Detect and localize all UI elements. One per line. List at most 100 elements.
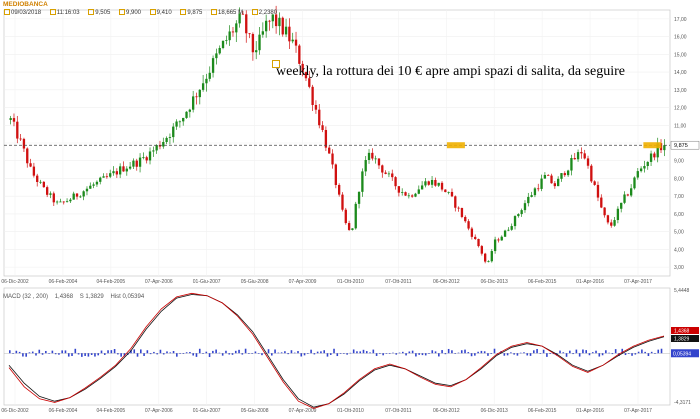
macd-value: 1,4368 [54,294,74,300]
macd-x-tick-label: 01-Apr-2016 [576,408,604,414]
low-value: 9,410 [156,9,172,16]
macd-histogram-bar [130,350,132,354]
macd-histogram-bar [356,351,358,354]
candle-body [527,196,530,204]
macd-histogram-bar [176,353,178,357]
macd-histogram-bar [280,352,283,354]
macd-histogram-bar [238,349,240,354]
candle-body [165,137,168,142]
macd-histogram-bar [31,351,34,354]
candle-body [26,148,29,164]
candle-body [228,31,231,41]
macd-histogram-bar [565,353,568,357]
candle-body [407,195,411,197]
macd-histogram-bar [369,352,371,354]
macd-panel-frame [3,287,671,406]
macd-histogram-bar [644,351,646,354]
macd-histogram-bar [267,349,270,354]
change-value: 2,2380 [258,9,278,16]
macd-histogram-bar [431,350,434,354]
macd-histogram-bar [536,348,538,354]
macd-histogram-bar [48,353,50,354]
macd-histogram-bar [140,349,142,354]
macd-histogram-bar [329,353,332,355]
candle-body [656,143,659,158]
candle-body [304,72,308,79]
candle-body [52,193,55,203]
candle-body [580,152,583,154]
candle-body [503,230,507,237]
candle-body [59,201,62,203]
date-value: 09/03/2018 [11,9,42,16]
macd-histogram-bar [395,353,398,355]
candle-body [460,208,464,217]
macd-histogram-bar [90,353,93,355]
candle-body [188,109,192,112]
candle-body [182,117,185,122]
candle-body [616,208,620,221]
candle-body [354,203,357,229]
candle-body [22,138,26,149]
candle-body [185,111,188,118]
candle-body [620,202,623,209]
candle-body [401,192,404,193]
candle-body [82,191,85,197]
macd-histogram-bar [408,351,411,354]
last-price-label: 9,875 [674,143,688,149]
candle-body [550,175,553,184]
macd-histogram-bar [441,350,443,354]
hist-value: 0,05394 [122,294,145,300]
macd-histogram-bar [274,349,276,354]
annotation-marker-icon [272,60,280,68]
candle-body [29,163,32,167]
macd-histogram-bar [598,353,601,357]
candle-body [178,121,182,123]
price-tick-label: 3,00 [674,265,684,271]
macd-histogram-bar [22,353,24,357]
macd-histogram-bar [323,350,325,354]
candle-body [311,86,314,106]
macd-histogram-bar [519,352,522,354]
macd-x-tick-label: 06-Dic-2013 [481,408,508,414]
change-icon [251,9,258,15]
candle-body [231,31,235,33]
candle-body [507,229,510,231]
candle-body [517,214,520,217]
macd-histogram-bar [375,353,378,356]
macd-histogram-bar [333,348,335,354]
candle-body [371,152,374,159]
candle-body [337,184,341,195]
macd-histogram-bar [316,351,319,354]
price-tick-label: 14,00 [674,70,687,76]
candle-body [573,158,576,160]
macd-histogram-bar [182,353,185,354]
macd-histogram-bar [539,353,542,354]
candle-body [387,173,391,175]
candle-body [122,166,125,172]
candle-body [384,172,387,174]
macd-histogram-bar [614,349,617,354]
candle-body [636,171,639,178]
macd-histogram-bar [241,353,244,355]
macd-histogram-bar [25,353,27,357]
macd-histogram-bar [349,352,352,354]
candle-body [288,26,291,42]
macd-histogram-bar [153,351,155,354]
macd-histogram-bar [578,353,581,357]
price-tick-label: 9,00 [674,159,684,165]
candle-body [92,184,95,186]
candle-body [533,188,537,196]
macd-histogram-bar [451,350,453,354]
candle-body [467,221,470,229]
candle-body [341,194,344,210]
candle-body [211,58,215,73]
macd-histogram-bar [100,350,103,354]
macd-histogram-bar [35,353,37,356]
candle-body [191,96,195,110]
candle-body [437,182,440,186]
price-x-tick-label: 06-Ott-2012 [433,279,460,285]
signal-value-label: 1,3829 [674,336,690,342]
macd-histogram-bar [621,348,624,354]
candle-body [195,96,198,98]
candle-body [410,195,414,197]
